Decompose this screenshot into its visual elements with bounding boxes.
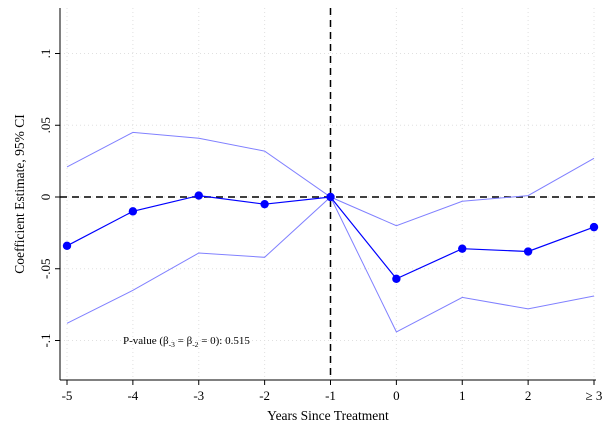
estimate-point	[128, 207, 138, 216]
annotation-mid: = β	[175, 335, 193, 347]
annotation-sub1: -3	[169, 340, 175, 349]
y-tick-label: .1	[38, 49, 53, 59]
annotation-sub2: -2	[192, 340, 198, 349]
estimate-point	[260, 199, 269, 209]
y-tick-label: -.1	[38, 333, 53, 347]
estimate-point	[523, 247, 533, 256]
x-tick-label: -5	[62, 388, 73, 403]
x-axis-title: Years Since Treatment	[267, 408, 389, 423]
y-tick-label: 0	[38, 194, 53, 201]
estimate-point	[62, 241, 72, 250]
axes: -.1 -.05 0 .05 .1 -5 -4 -3 -2 -1 0 1 2 ≥ 3	[38, 8, 602, 403]
x-tick-label: -2	[259, 388, 270, 403]
x-tick-label: ≥ 3	[586, 388, 602, 403]
estimate-point	[194, 191, 203, 200]
p-value-annotation: P-value (β-3 = β-2 = 0): 0.515	[123, 335, 250, 349]
estimate-series	[62, 191, 599, 283]
estimate-point	[326, 192, 335, 202]
y-axis-title: Coefficient Estimate, 95% CI	[12, 114, 27, 274]
estimate-point	[458, 244, 467, 253]
x-tick-label: -4	[127, 388, 138, 403]
y-tick-label: .05	[38, 117, 53, 133]
estimate-point	[392, 274, 401, 283]
y-tick-label: -.05	[38, 258, 53, 279]
annotation-suffix: = 0): 0.515	[198, 335, 250, 347]
x-tick-label: -3	[193, 388, 204, 403]
x-tick-label: 1	[459, 388, 466, 403]
x-tick-label: -1	[325, 388, 336, 403]
estimate-point	[589, 222, 599, 232]
annotation-prefix: P-value (β	[123, 335, 169, 347]
x-tick-label: 0	[393, 388, 400, 403]
x-tick-label: 2	[525, 388, 532, 403]
